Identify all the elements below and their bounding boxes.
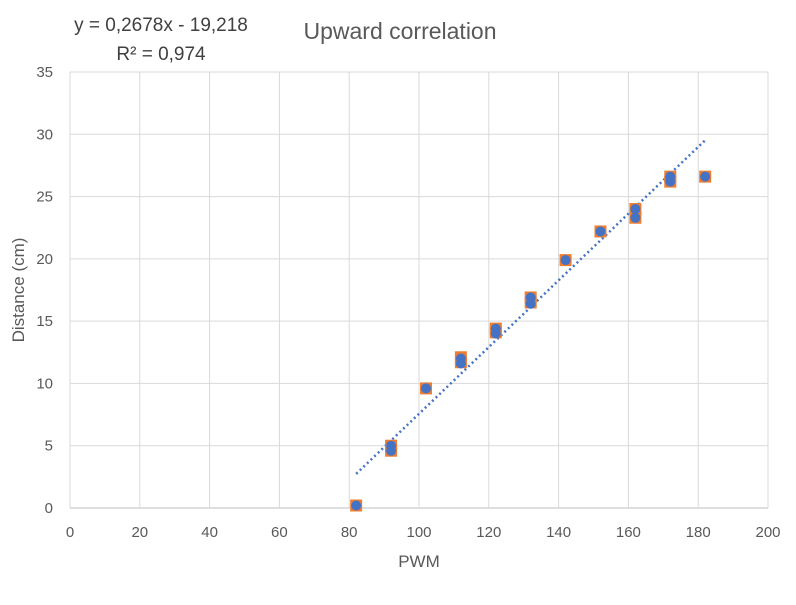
y-tick-label: 35 bbox=[36, 64, 53, 81]
y-tick-label: 10 bbox=[36, 375, 53, 392]
x-tick-label: 120 bbox=[476, 524, 501, 541]
circle-marker bbox=[630, 204, 641, 215]
gridlines bbox=[69, 71, 769, 509]
data-points bbox=[350, 170, 712, 512]
y-tick-label: 0 bbox=[45, 500, 53, 517]
circle-marker bbox=[630, 212, 641, 223]
y-axis-title: Distance (cm) bbox=[9, 238, 28, 343]
tick-labels: 0 5 10 15 20 25 30 35 0 20 40 60 80 100 120 140 160 180 20… bbox=[36, 64, 780, 541]
x-tick-label: 0 bbox=[66, 524, 74, 541]
circle-marker bbox=[560, 255, 571, 266]
circle-marker bbox=[595, 226, 606, 237]
x-tick-label: 180 bbox=[686, 524, 711, 541]
x-tick-label: 40 bbox=[201, 524, 218, 541]
x-tick-label: 60 bbox=[271, 524, 288, 541]
circle-marker bbox=[351, 500, 362, 511]
x-tick-label: 200 bbox=[755, 524, 780, 541]
y-tick-label: 20 bbox=[36, 251, 53, 268]
y-tick-label: 5 bbox=[45, 438, 53, 455]
chart-title: Upward correlation bbox=[303, 18, 496, 44]
circle-marker bbox=[455, 353, 466, 364]
circle-marker bbox=[420, 383, 431, 394]
x-tick-label: 160 bbox=[616, 524, 641, 541]
x-tick-label: 80 bbox=[341, 524, 358, 541]
x-tick-label: 20 bbox=[131, 524, 148, 541]
x-tick-label: 140 bbox=[546, 524, 571, 541]
x-axis-title: PWM bbox=[398, 552, 440, 571]
circle-marker bbox=[490, 323, 501, 334]
circle-marker bbox=[665, 171, 676, 182]
circle-marker bbox=[525, 292, 536, 303]
x-tick-label: 100 bbox=[406, 524, 431, 541]
y-tick-label: 25 bbox=[36, 189, 53, 206]
trendline-r-squared: R² = 0,974 bbox=[116, 44, 206, 65]
circle-marker bbox=[386, 440, 397, 451]
trendline-equation: y = 0,2678x - 19,218 bbox=[74, 15, 248, 36]
y-tick-label: 30 bbox=[36, 126, 53, 143]
y-tick-label: 15 bbox=[36, 313, 53, 330]
circle-marker bbox=[700, 171, 711, 182]
